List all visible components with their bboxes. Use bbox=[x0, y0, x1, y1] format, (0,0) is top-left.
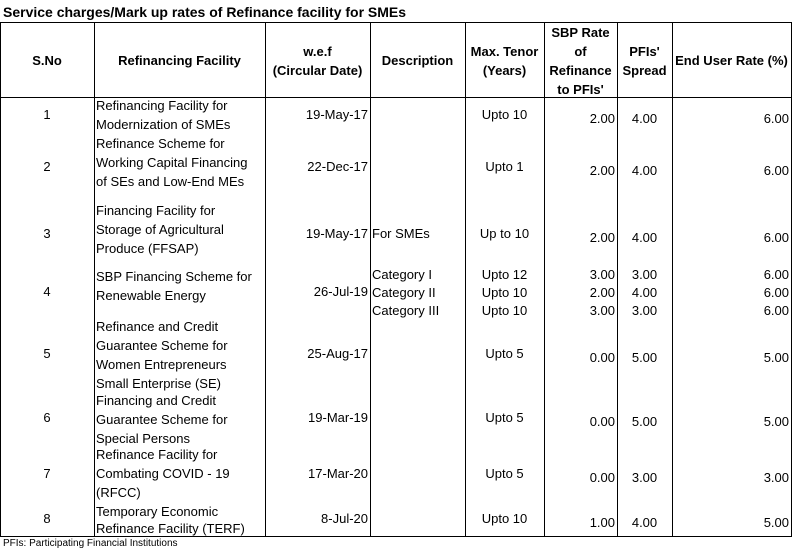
cell-wef: 22-Dec-17 bbox=[307, 159, 368, 174]
footnote: PFIs: Participating Financial Institutio… bbox=[3, 538, 178, 549]
header-spread: PFIs' Spread bbox=[622, 43, 667, 78]
cell-sbp_rate: 0.00 bbox=[589, 349, 615, 365]
cell-tenor: Upto 1 bbox=[485, 159, 524, 174]
cell-spread: 3.00 4.00 3.00 bbox=[631, 267, 658, 318]
cell-wef: 25-Aug-17 bbox=[307, 345, 368, 361]
cell-end_rate: 5.00 bbox=[763, 413, 789, 429]
cell-sbp_rate: 2.00 bbox=[589, 229, 615, 245]
cell-spread: 4.00 bbox=[631, 163, 658, 178]
cell-tenor: Upto 12 Upto 10 Upto 10 bbox=[481, 267, 528, 318]
cell-sno: 5 bbox=[43, 345, 51, 361]
cell-end_rate: 6.00 bbox=[763, 163, 789, 178]
cell-facility: Financing Facility for Storage of Agricul… bbox=[96, 203, 224, 256]
cell-spread: 4.00 bbox=[631, 229, 658, 245]
cell-sno: 7 bbox=[43, 465, 51, 481]
cell-sno: 8 bbox=[43, 510, 51, 526]
cell-wef: 19-Mar-19 bbox=[308, 409, 368, 425]
cell-sno: 2 bbox=[43, 159, 51, 174]
cell-spread: 5.00 bbox=[631, 413, 658, 429]
header-tenor: Max. Tenor (Years) bbox=[470, 43, 539, 78]
cell-tenor: Upto 5 bbox=[485, 409, 524, 425]
cell-sno: 4 bbox=[43, 283, 51, 299]
cell-end_rate: 5.00 bbox=[763, 514, 789, 530]
cell-sbp_rate: 1.00 bbox=[589, 514, 615, 530]
cell-sno: 3 bbox=[43, 225, 51, 241]
cell-end_rate: 6.00 bbox=[763, 110, 789, 126]
header-sno: S.No bbox=[32, 53, 62, 68]
cell-tenor: Upto 5 bbox=[485, 345, 524, 361]
cell-end_rate: 6.00 bbox=[763, 229, 789, 245]
cell-wef: 26-Jul-19 bbox=[313, 283, 368, 299]
header-wef: w.e.f (Circular Date) bbox=[272, 43, 363, 78]
cell-spread: 5.00 bbox=[631, 349, 658, 365]
cell-description: Category I Category II Category III bbox=[372, 267, 440, 318]
cell-sbp_rate: 0.00 bbox=[589, 413, 615, 429]
cell-wef: 8-Jul-20 bbox=[321, 510, 368, 526]
cell-end_rate: 6.00 6.00 6.00 bbox=[763, 267, 789, 318]
cell-tenor: Up to 10 bbox=[479, 225, 530, 241]
cell-wef: 19-May-17 bbox=[305, 225, 368, 241]
cell-sbp_rate: 2.00 bbox=[589, 110, 615, 126]
cell-facility: Refinance Facility for Combating COVID - … bbox=[96, 447, 230, 500]
cell-facility: Refinance Scheme for Working Capital Fina… bbox=[96, 136, 248, 189]
cell-end_rate: 5.00 bbox=[763, 349, 789, 365]
cell-spread: 3.00 bbox=[631, 469, 658, 485]
cell-sno: 1 bbox=[43, 106, 51, 122]
cell-facility: Temporary Economic Refinance Facility (TE… bbox=[96, 504, 245, 536]
cell-sbp_rate: 3.00 2.00 3.00 bbox=[589, 267, 615, 318]
cell-description: For SMEs bbox=[372, 225, 430, 241]
cell-facility: Financing and Credit Guarantee Scheme for… bbox=[96, 393, 228, 446]
cell-end_rate: 3.00 bbox=[763, 469, 789, 485]
cell-sbp_rate: 2.00 bbox=[589, 163, 615, 178]
cell-tenor: Upto 10 bbox=[481, 510, 528, 526]
cell-tenor: Upto 10 bbox=[481, 106, 528, 122]
cell-spread: 4.00 bbox=[631, 514, 658, 530]
cell-facility: Refinance and Credit Guarantee Scheme for… bbox=[96, 319, 228, 391]
header-facility: Refinancing Facility bbox=[118, 53, 241, 68]
cell-wef: 17-Mar-20 bbox=[308, 465, 368, 481]
table-title: Service charges/Mark up rates of Refinan… bbox=[3, 4, 407, 20]
header-end_rate: End User Rate (%) bbox=[675, 53, 788, 68]
cell-wef: 19-May-17 bbox=[305, 106, 368, 122]
cell-sno: 6 bbox=[43, 409, 51, 425]
header-sbp_rate: SBP Rate of Refinance to PFIs' bbox=[549, 24, 612, 97]
cell-facility: SBP Financing Scheme for Renewable Energy bbox=[96, 269, 252, 303]
cell-facility: Refinancing Facility for Modernization of… bbox=[96, 98, 231, 132]
cell-spread: 4.00 bbox=[631, 110, 658, 126]
cell-tenor: Upto 5 bbox=[485, 465, 524, 481]
header-description: Description bbox=[381, 53, 454, 68]
cell-sbp_rate: 0.00 bbox=[589, 469, 615, 485]
